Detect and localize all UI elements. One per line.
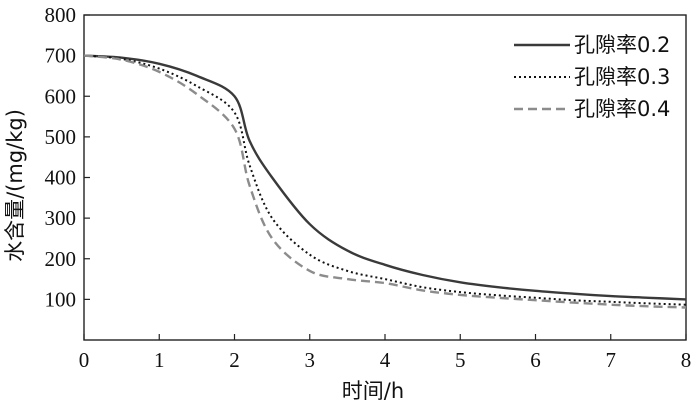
x-tick-label: 0	[79, 348, 90, 372]
legend-label-3: 孔隙率0.4	[574, 97, 670, 121]
y-axis-title: 水含量/(mg/kg)	[3, 109, 27, 262]
x-tick-label: 4	[380, 348, 391, 372]
axes	[83, 14, 687, 341]
legend-label-1: 孔隙率0.2	[574, 33, 670, 57]
y-tick-label: 200	[45, 247, 77, 271]
y-tick-label: 600	[45, 84, 77, 108]
x-tick-label: 3	[305, 348, 316, 372]
ticks: 0 1 2 3 4 5 6 7 8 100 200 300 400 500 600 700 800	[45, 3, 692, 372]
y-tick-label: 800	[45, 3, 77, 27]
y-tick-label: 500	[45, 125, 77, 149]
x-tick-label: 2	[229, 348, 240, 372]
y-tick-label: 300	[45, 206, 77, 230]
x-tick-label: 8	[681, 348, 692, 372]
y-tick-label: 700	[45, 44, 77, 68]
x-tick-label: 5	[455, 348, 466, 372]
x-tick-label: 6	[530, 348, 541, 372]
series-line-2	[83, 54, 687, 306]
plot-frame	[83, 14, 687, 341]
series-line-3	[83, 54, 687, 309]
y-tick-label: 400	[45, 166, 77, 190]
x-axis-title: 时间/h	[342, 379, 404, 403]
series-line-1	[83, 54, 687, 301]
y-tick-label: 100	[45, 287, 77, 311]
legend: 孔隙率0.2 孔隙率0.3 孔隙率0.4	[514, 33, 670, 121]
series-lines	[83, 54, 687, 309]
x-tick-label: 7	[606, 348, 617, 372]
x-tick-label: 1	[154, 348, 165, 372]
legend-label-2: 孔隙率0.3	[574, 65, 670, 89]
